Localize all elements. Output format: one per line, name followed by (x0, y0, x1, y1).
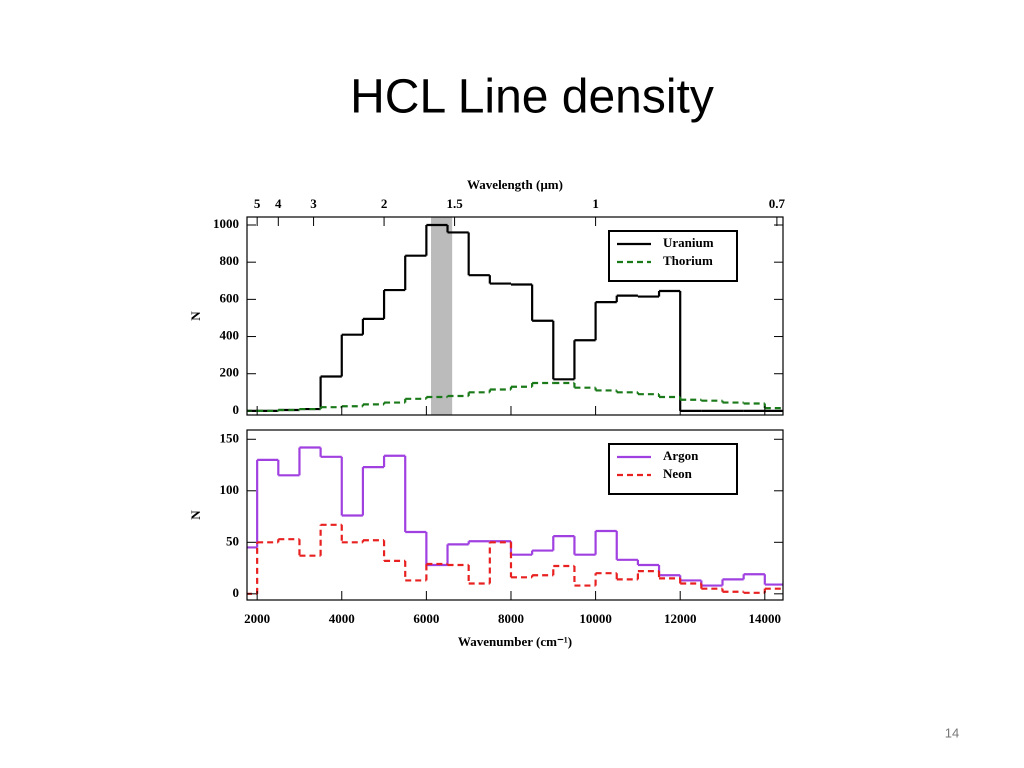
x2-tick-label: 1 (592, 196, 599, 211)
y-axis-label: N (188, 311, 203, 321)
legend-label: Thorium (663, 253, 713, 268)
plot-frame (246, 429, 784, 601)
y-tick-label: 800 (220, 253, 240, 268)
legend-label: Neon (663, 466, 693, 481)
y-tick-label: 0 (233, 402, 240, 417)
x-tick-label: 6000 (413, 611, 439, 626)
x-axis-label: Wavenumber (cm⁻¹) (458, 634, 572, 649)
plot-area (247, 217, 783, 415)
y-tick-label: 0 (233, 585, 240, 600)
slide-title: HCL Line density (350, 71, 714, 124)
x-tick-label: 4000 (329, 611, 355, 626)
legend-label: Argon (663, 448, 699, 463)
y-tick-label: 400 (220, 328, 240, 343)
x-tick-label: 2000 (244, 611, 270, 626)
legend-box (608, 230, 738, 282)
page-number: 14 (945, 725, 959, 740)
y-tick-label: 100 (220, 482, 240, 497)
x-tick-label: 10000 (579, 611, 612, 626)
highlight-band (431, 217, 453, 415)
x2-tick-label: 4 (275, 196, 282, 211)
legend-box (608, 443, 738, 495)
plot-frame (246, 216, 784, 416)
x-tick-label: 12000 (664, 611, 697, 626)
x2-tick-label: 3 (310, 196, 317, 211)
y-tick-label: 600 (220, 290, 240, 305)
y-tick-label: 200 (220, 365, 240, 380)
y-axis-label: N (188, 510, 203, 520)
y-tick-label: 150 (220, 430, 240, 445)
legend-label: Uranium (663, 235, 714, 250)
x-tick-label: 14000 (749, 611, 782, 626)
x2-tick-label: 5 (254, 196, 261, 211)
x2-tick-label: 2 (381, 196, 388, 211)
x2-tick-label: 0.7 (769, 196, 786, 211)
x2-tick-label: 1.5 (446, 196, 463, 211)
plot-area (247, 446, 783, 595)
y-tick-label: 50 (226, 533, 239, 548)
x-tick-label: 8000 (498, 611, 524, 626)
y-tick-label: 1000 (213, 216, 239, 231)
x2-axis-label: Wavelength (µm) (467, 177, 563, 192)
